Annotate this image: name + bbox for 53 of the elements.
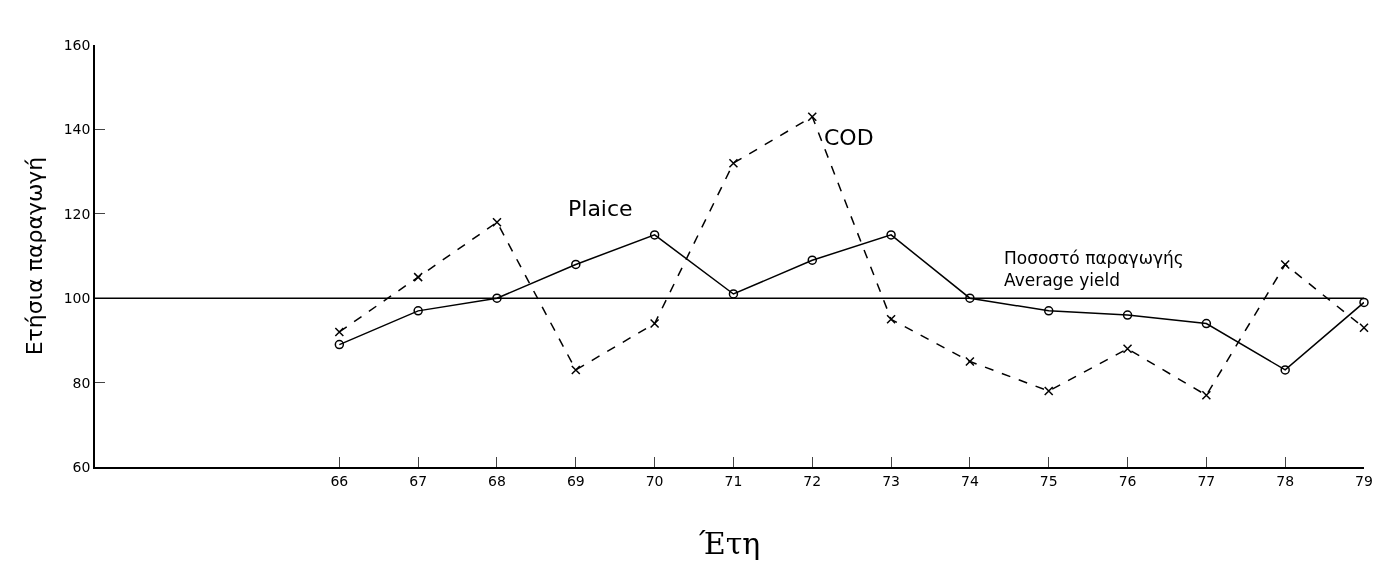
point bbox=[1122, 344, 1133, 354]
point bbox=[1359, 322, 1369, 333]
point bbox=[492, 293, 502, 303]
point bbox=[728, 289, 739, 299]
y-tick-label: 80 bbox=[72, 374, 91, 391]
point bbox=[1280, 365, 1290, 375]
point bbox=[728, 158, 739, 168]
point bbox=[492, 217, 502, 227]
point bbox=[807, 111, 818, 122]
y-tick-label: 160 bbox=[63, 36, 91, 53]
x-tick-label: 75 bbox=[1039, 472, 1058, 489]
x-tick-label: 77 bbox=[1197, 472, 1216, 489]
x-tick-label: 67 bbox=[409, 472, 428, 489]
point bbox=[807, 255, 818, 265]
series-label: Plaice bbox=[568, 196, 633, 221]
point bbox=[886, 314, 896, 325]
series-label: COD bbox=[824, 125, 874, 150]
point bbox=[413, 306, 423, 316]
y-axis-title: Ετήσια παραγωγή bbox=[22, 156, 48, 356]
x-tick-label: 66 bbox=[330, 472, 349, 489]
x-tick-label: 70 bbox=[645, 472, 664, 489]
y-tick-label: 120 bbox=[63, 205, 91, 222]
point bbox=[571, 259, 581, 270]
point bbox=[1359, 297, 1369, 308]
point bbox=[571, 365, 581, 375]
point bbox=[413, 272, 423, 282]
point bbox=[649, 318, 660, 329]
y-tick-label: 140 bbox=[63, 121, 91, 138]
point bbox=[886, 230, 896, 240]
x-tick-label: 76 bbox=[1118, 472, 1137, 489]
point bbox=[1043, 386, 1054, 396]
point bbox=[1201, 390, 1212, 401]
x-tick-label: 79 bbox=[1355, 472, 1373, 489]
point bbox=[1280, 259, 1290, 270]
x-tick-label: 68 bbox=[488, 472, 506, 489]
point bbox=[649, 230, 660, 240]
x-tick-label: 73 bbox=[882, 472, 900, 489]
point bbox=[965, 356, 975, 367]
point bbox=[334, 327, 345, 337]
point bbox=[1122, 310, 1133, 320]
x-tick-label: 72 bbox=[803, 472, 822, 489]
x-tick-label: 78 bbox=[1276, 472, 1295, 489]
x-axis-title: Έτη bbox=[698, 525, 761, 561]
x-tick-label: 69 bbox=[566, 472, 585, 489]
ref-line-label: Ποσοστό παραγωγής Average yield bbox=[1004, 248, 1184, 291]
y-tick-label: 60 bbox=[72, 458, 91, 475]
point bbox=[334, 339, 345, 350]
point bbox=[965, 293, 975, 303]
point bbox=[1043, 306, 1054, 316]
x-tick-label: 71 bbox=[724, 472, 743, 489]
x-tick-label: 74 bbox=[960, 472, 979, 489]
y-tick-label: 100 bbox=[63, 290, 91, 307]
point bbox=[1201, 318, 1212, 329]
